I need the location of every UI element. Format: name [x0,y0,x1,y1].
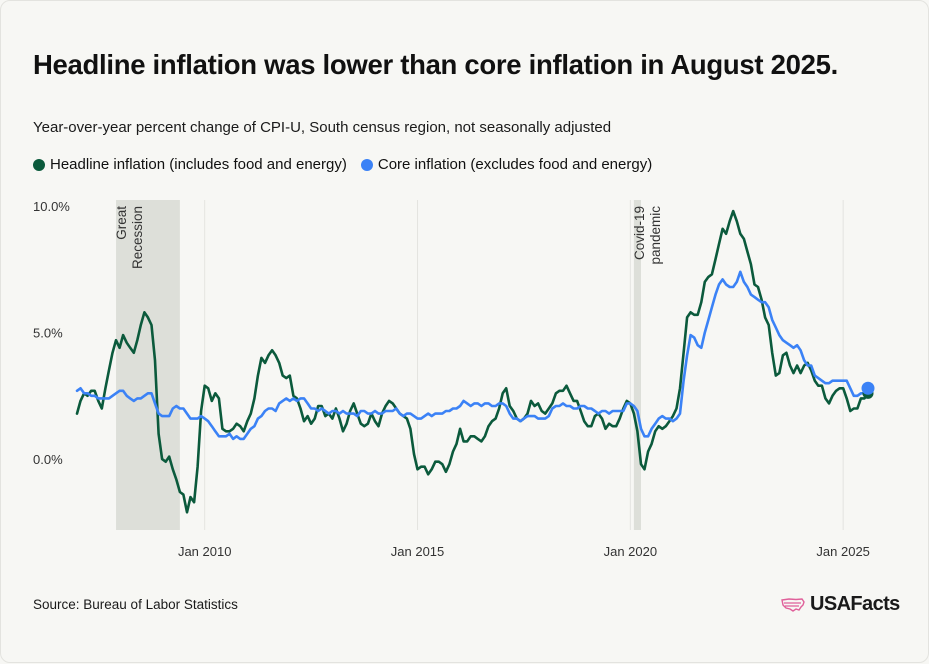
y-tick-label-0: 10.0% [33,199,70,214]
shaded-period-label-1-1: pandemic [648,206,663,265]
usafacts-logo: USAFacts [780,593,900,616]
series-end-point-1 [862,382,875,395]
y-tick-label-2: 0.0% [33,452,63,467]
series-line-0 [77,211,868,512]
x-tick-label-1: Jan 2015 [391,544,445,559]
shaded-period-label-1-0: Covid-19 [632,206,647,260]
us-map-icon [780,596,806,614]
x-tick-label-0: Jan 2010 [178,544,232,559]
x-tick-label-2: Jan 2020 [604,544,658,559]
source-note: Source: Bureau of Labor Statistics [33,597,238,612]
y-tick-label-1: 5.0% [33,326,63,341]
x-tick-label-3: Jan 2025 [816,544,870,559]
series-line-1 [77,272,868,439]
logo-text: USAFacts [810,593,900,616]
shaded-period-0 [116,200,180,530]
shaded-period-label-0-1: Recession [130,206,145,269]
shaded-period-label-0-0: Great [114,206,129,240]
